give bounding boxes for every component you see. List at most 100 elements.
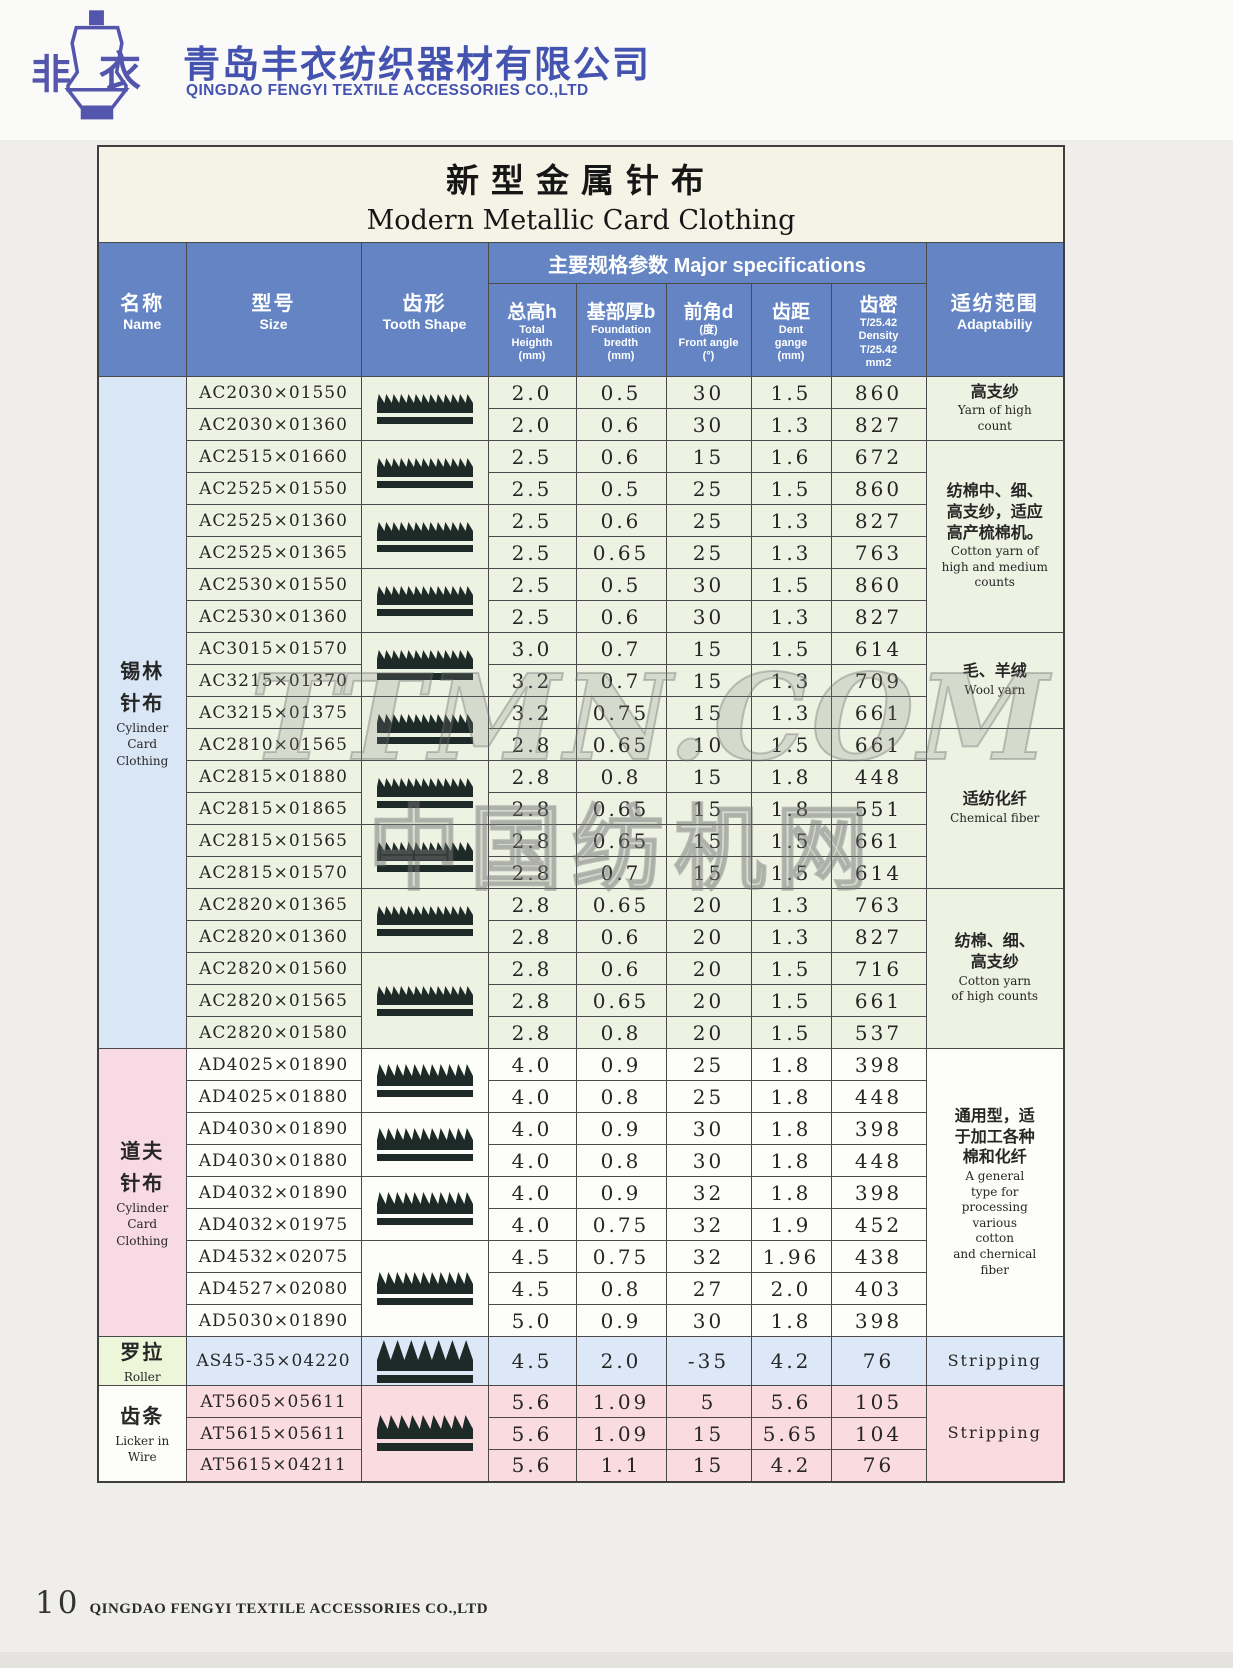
table-row: 道夫 针布 Cylinder Card Clothing AD4025×01890 4.0 0… xyxy=(97,1048,1065,1337)
spec-value-cell: 4.0 xyxy=(487,1176,577,1209)
spec-value-cell: 4.5 xyxy=(487,1335,577,1387)
table-row: AC2820×01580 2.8 0.8 20 1.5 537 xyxy=(98,1016,1064,1049)
spec-value-cell: 1.3 xyxy=(750,696,832,729)
company-name-chinese: 青岛丰衣纺织器材有限公司 xyxy=(183,44,651,85)
company-logo: 非 衣 xyxy=(31,10,160,128)
table-row: AC2815×01865 2.8 0.65 15 1.8 551 xyxy=(98,792,1064,825)
spec-value-cell: 0.7 xyxy=(575,664,667,697)
adaptability-cell: Stripping xyxy=(925,1385,1065,1483)
spec-value-cell: 1.3 xyxy=(750,888,832,921)
column-header-adaptability: 适纺范围 Adaptabiliy xyxy=(925,242,1065,377)
spec-value-cell: 2.8 xyxy=(487,984,577,1017)
adaptability-cell: 通用型，适 于加工各种 棉和化纤 A general type for processin… xyxy=(925,1048,1065,1337)
spec-value-cell: 5.6 xyxy=(487,1417,577,1451)
size-cell: AC2530×01550 xyxy=(185,568,362,601)
spec-value-cell: 661 xyxy=(830,984,927,1017)
spec-value-cell: 614 xyxy=(830,632,927,665)
tooth-profile-fine xyxy=(376,713,473,744)
spec-value-cell: 30 xyxy=(665,568,752,601)
spec-value-cell: 32 xyxy=(665,1208,752,1241)
spec-value-cell: 1.8 xyxy=(750,1144,832,1177)
spec-value-cell: 0.65 xyxy=(575,984,667,1017)
spec-value-cell: 1.5 xyxy=(750,568,832,601)
column-header-spec-4: 齿密 T/25.42 Density T/25.42 mm2 xyxy=(830,283,927,377)
size-cell: AD4025×01880 xyxy=(185,1080,362,1113)
tooth-shape-cell xyxy=(360,1385,489,1483)
table-row: AC2530×01360 2.5 0.6 30 1.3 827 xyxy=(98,600,1064,633)
tooth-profile-coarse xyxy=(376,1339,473,1383)
tooth-profile-fine xyxy=(376,521,473,552)
table-row: AC3215×01370 3.2 0.7 15 1.3 709 xyxy=(98,664,1064,697)
spec-value-cell: 1.09 xyxy=(575,1385,667,1419)
table-row: AC2815×01570 2.8 0.7 15 1.5 614 xyxy=(98,856,1064,889)
size-cell: AC3015×01570 xyxy=(185,632,362,665)
card-clothing-spec-table: 新型金属针布 Modern Metallic Card Clothing 名称 Nam… xyxy=(97,145,1065,1483)
spec-value-cell: 2.0 xyxy=(575,1335,667,1387)
size-cell: AC2820×01560 xyxy=(185,952,362,985)
table-row: AC2030×01360 2.0 0.6 30 1.3 827 xyxy=(98,408,1064,441)
table-row: AC2810×01565 2.8 0.65 10 1.5 661 适纺化纤 Chemical … xyxy=(98,728,1065,889)
spec-value-cell: 661 xyxy=(830,728,927,761)
spec-value-cell: 20 xyxy=(665,984,752,1017)
table-row: AC3215×01375 3.2 0.75 15 1.3 661 xyxy=(98,696,1064,761)
spec-value-cell: 2.5 xyxy=(487,472,577,505)
logo-mark-right: 衣 xyxy=(99,48,142,95)
spec-value-cell: 2.5 xyxy=(487,536,577,569)
spec-value-cell: 1.8 xyxy=(750,1048,832,1081)
column-header-spec-3: 齿距 Dent gange (mm) xyxy=(750,283,832,377)
spec-value-cell: 860 xyxy=(830,568,927,601)
spec-value-cell: 614 xyxy=(830,856,927,889)
spec-value-cell: 32 xyxy=(665,1240,752,1273)
spec-value-cell: 5.65 xyxy=(750,1417,832,1451)
spec-value-cell: 716 xyxy=(830,952,927,985)
spec-value-cell: 1.09 xyxy=(575,1417,667,1451)
spec-value-cell: 2.5 xyxy=(487,440,577,473)
table-row: AC2530×01550 2.5 0.5 30 1.5 860 xyxy=(98,568,1064,633)
tooth-profile-medium xyxy=(376,1128,473,1161)
spec-value-cell: 30 xyxy=(665,1144,752,1177)
spec-value-cell: 1.3 xyxy=(750,664,832,697)
table-row: AD4532×02075 4.5 0.75 32 1.96 438 xyxy=(98,1240,1064,1337)
spec-value-cell: 0.65 xyxy=(575,824,667,857)
spec-value-cell: 1.5 xyxy=(750,952,832,985)
spec-value-cell: 1.8 xyxy=(750,1304,832,1337)
spec-value-cell: 2.5 xyxy=(487,568,577,601)
size-cell: AC2820×01580 xyxy=(185,1016,362,1049)
spec-value-cell: 20 xyxy=(665,1016,752,1049)
spec-value-cell: 0.6 xyxy=(575,408,667,441)
spec-value-cell: 0.9 xyxy=(575,1304,667,1337)
spec-value-cell: 0.75 xyxy=(575,1208,667,1241)
tooth-shape-cell xyxy=(360,888,489,953)
spec-value-cell: 1.8 xyxy=(750,792,832,825)
spec-value-cell: 537 xyxy=(830,1016,927,1049)
spec-value-cell: 827 xyxy=(830,920,927,953)
tooth-profile-fine xyxy=(376,841,473,872)
tooth-profile-fine xyxy=(376,393,473,424)
spec-value-cell: 0.6 xyxy=(575,504,667,537)
spec-value-cell: 827 xyxy=(830,600,927,633)
column-header-size: 型号 Size xyxy=(185,242,362,377)
spec-value-cell: 0.7 xyxy=(575,856,667,889)
spec-value-cell: 452 xyxy=(830,1208,927,1241)
spec-value-cell: 1.8 xyxy=(750,1080,832,1113)
spec-value-cell: 860 xyxy=(830,376,927,409)
spec-value-cell: 438 xyxy=(830,1240,927,1273)
spec-value-cell: 448 xyxy=(830,1144,927,1177)
spec-value-cell: 30 xyxy=(665,600,752,633)
spec-value-cell: 15 xyxy=(665,792,752,825)
size-cell: AC2525×01550 xyxy=(185,472,362,505)
footer-company-name: QINGDAO FENGYI TEXTILE ACCESSORIES CO.,L… xyxy=(89,1601,489,1617)
table-row: AC2815×01565 2.8 0.65 15 1.5 661 xyxy=(98,824,1064,889)
table-row: AC2525×01360 2.5 0.6 25 1.3 827 xyxy=(98,504,1064,569)
spec-value-cell: 5.6 xyxy=(487,1449,577,1483)
spec-value-cell: 661 xyxy=(830,696,927,729)
page-footer: 10 QINGDAO FENGYI TEXTILE ACCESSORIES CO… xyxy=(35,1585,488,1621)
table-row: AC2820×01365 2.8 0.65 20 1.3 763 纺棉、细、 高支纱 Cotto… xyxy=(98,888,1065,1049)
spec-value-cell: 672 xyxy=(830,440,927,473)
column-header-spec-2: 前角d (度) Front angle (°) xyxy=(665,283,752,377)
spec-value-cell: 2.8 xyxy=(487,952,577,985)
spec-value-cell: 4.0 xyxy=(487,1144,577,1177)
spec-value-cell: 15 xyxy=(665,1449,752,1483)
spec-value-cell: 25 xyxy=(665,1048,752,1081)
tooth-shape-cell xyxy=(360,1176,489,1241)
